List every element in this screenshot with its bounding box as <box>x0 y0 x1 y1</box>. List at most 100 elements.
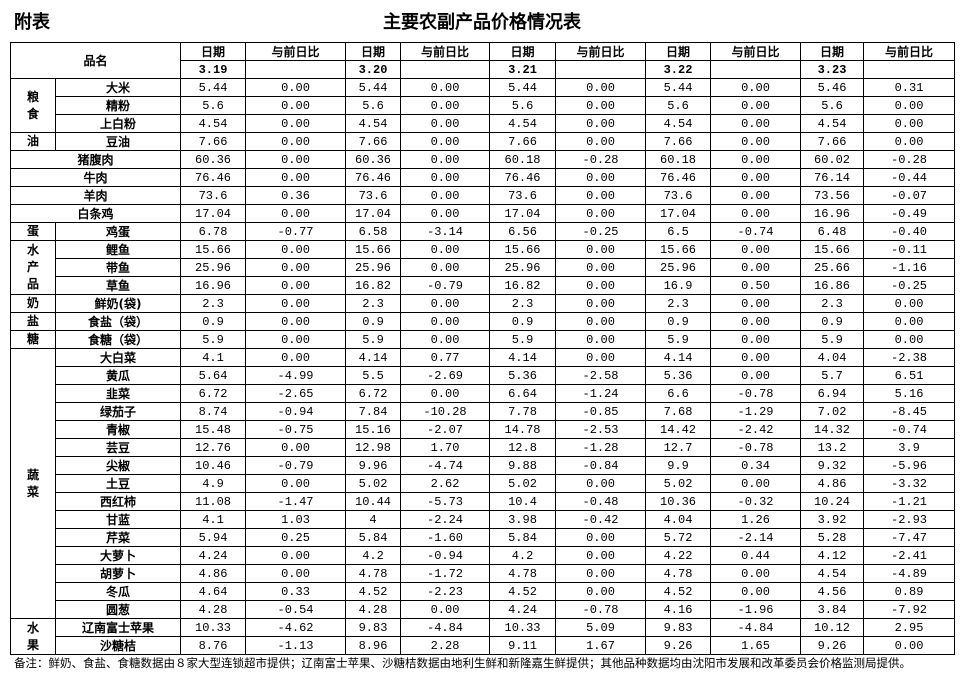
change-value: -0.84 <box>555 456 647 475</box>
change-value: -0.54 <box>245 600 347 619</box>
change-value: -4.89 <box>863 564 956 583</box>
price-value: 4.78 <box>645 564 712 583</box>
change-value: 0.00 <box>555 114 647 133</box>
change-value: -2.42 <box>710 420 802 439</box>
price-value: 4.28 <box>345 600 402 619</box>
price-value: 73.6 <box>489 186 557 205</box>
change-value: 0.00 <box>245 78 347 97</box>
change-value: 0.00 <box>400 384 491 403</box>
change-value: 0.00 <box>400 150 491 169</box>
item-name: 青椒 <box>54 420 182 439</box>
item-name: 冬瓜 <box>54 582 182 601</box>
price-value: 15.66 <box>345 240 402 259</box>
change-value: 0.00 <box>245 474 347 493</box>
price-value: 0.9 <box>800 312 865 331</box>
table-row: 牛肉 76.46 0.00 76.46 0.00 76.46 0.00 76.46 0.00 76… <box>9 168 956 187</box>
change-value: -0.25 <box>863 276 956 295</box>
price-value: 5.44 <box>489 78 557 97</box>
table-row: 羊肉 73.6 0.36 73.6 0.00 73.6 0.00 73.6 0.00 73.56-… <box>9 186 956 205</box>
price-value: 6.72 <box>345 384 402 403</box>
table-row: 西红柿 11.08 -1.47 10.44 -5.73 10.4 -0.48 10.36 -0.… <box>11 492 956 511</box>
price-value: 5.02 <box>489 474 557 493</box>
price-value: 4.54 <box>800 564 865 583</box>
change-value: 0.00 <box>555 546 647 565</box>
change-value: -0.11 <box>863 240 956 259</box>
price-value: 76.46 <box>489 168 557 187</box>
change-value: 0.00 <box>400 132 491 151</box>
change-value: 0.00 <box>710 366 802 385</box>
price-value: 5.9 <box>180 330 247 349</box>
change-value: -0.32 <box>710 492 802 511</box>
table-row: 白条鸡 17.04 0.00 17.04 0.00 17.04 0.00 17.04 0.00 1… <box>9 204 956 223</box>
change-value: 0.00 <box>555 528 647 547</box>
change-value: 6.51 <box>863 366 956 385</box>
price-value: 6.64 <box>489 384 557 403</box>
price-value: 7.66 <box>345 132 402 151</box>
change-value: 0.00 <box>863 312 956 331</box>
price-value: 60.36 <box>345 150 402 169</box>
change-value: 0.00 <box>710 132 802 151</box>
price-value: 25.66 <box>800 258 865 277</box>
date-header: 日期 <box>345 42 402 61</box>
change-value: 0.33 <box>245 582 347 601</box>
change-value: 0.00 <box>245 150 347 169</box>
price-value: 6.5 <box>645 222 712 241</box>
price-value: 10.4 <box>489 492 557 511</box>
change-value: 0.00 <box>710 168 802 187</box>
change-value: 0.00 <box>555 348 647 367</box>
price-value: 8.96 <box>345 636 402 655</box>
change-value: -4.84 <box>710 618 802 637</box>
price-value: 7.66 <box>645 132 712 151</box>
change-value: -1.96 <box>710 600 802 619</box>
price-value: 9.9 <box>645 456 712 475</box>
change-value: -0.74 <box>710 222 802 241</box>
change-value: 0.00 <box>710 186 802 205</box>
price-value: 8.74 <box>180 402 247 421</box>
change-value: 0.36 <box>245 186 347 205</box>
change-value: 5.09 <box>555 618 647 637</box>
price-value: 12.8 <box>489 438 557 457</box>
price-value: 5.6 <box>345 96 402 115</box>
price-value: 9.26 <box>800 636 865 655</box>
table-row: 奶鲜奶(袋) 2.3 0.00 2.3 0.00 2.3 0.00 2.3 0.00 2.3 0.0… <box>10 294 956 313</box>
price-value: 12.76 <box>180 438 247 457</box>
change-value: -0.75 <box>245 420 347 439</box>
price-value: 17.04 <box>345 204 402 223</box>
price-value: 10.33 <box>489 618 557 637</box>
price-value: 5.6 <box>800 96 865 115</box>
table-row: 土豆 4.9 0.00 5.02 2.62 5.02 0.00 5.02 0.00 4.86 -3.… <box>11 474 956 493</box>
price-value: 5.64 <box>180 366 247 385</box>
price-value: 5.9 <box>489 330 557 349</box>
price-value: 6.48 <box>800 222 865 241</box>
change-value: 0.00 <box>400 186 491 205</box>
price-value: 4.54 <box>645 114 712 133</box>
change-value: 0.00 <box>400 330 491 349</box>
change-value: 1.67 <box>555 636 647 655</box>
price-value: 5.46 <box>800 78 865 97</box>
item-name: 食糖（袋） <box>54 330 182 349</box>
price-value: 60.36 <box>180 150 247 169</box>
price-value: 4.14 <box>345 348 402 367</box>
category-cell: 蛋 <box>10 222 56 241</box>
table-row: 水产品 鲤鱼 15.66 0.00 15.66 0.00 15.66 0.00 15.66 0.0… <box>10 240 956 295</box>
change-value: 0.00 <box>245 546 347 565</box>
change-value: -1.47 <box>245 492 347 511</box>
change-value: -2.41 <box>863 546 956 565</box>
table-row: 水果 辽南富士苹果 10.33 -4.62 9.83 -4.84 10.33 5.09 9.83… <box>10 618 956 655</box>
price-value: 4.56 <box>800 582 865 601</box>
change-value: -8.45 <box>863 402 956 421</box>
price-value: 4.86 <box>800 474 865 493</box>
change-value: -0.40 <box>863 222 956 241</box>
table-row: 圆葱 4.28 -0.54 4.28 0.00 4.24 -0.78 4.16 -1.96 3.8… <box>11 600 956 619</box>
change-value: 0.00 <box>555 186 647 205</box>
change-value: -0.94 <box>245 402 347 421</box>
empty-cell <box>400 60 491 79</box>
change-value: 0.00 <box>863 96 956 115</box>
price-value: 3.98 <box>489 510 557 529</box>
price-value: 15.48 <box>180 420 247 439</box>
date-header: 日期 <box>800 42 865 61</box>
change-value: 0.00 <box>400 96 491 115</box>
change-value: 0.89 <box>863 582 956 601</box>
change-value: 0.00 <box>555 564 647 583</box>
price-value: 5.84 <box>345 528 402 547</box>
